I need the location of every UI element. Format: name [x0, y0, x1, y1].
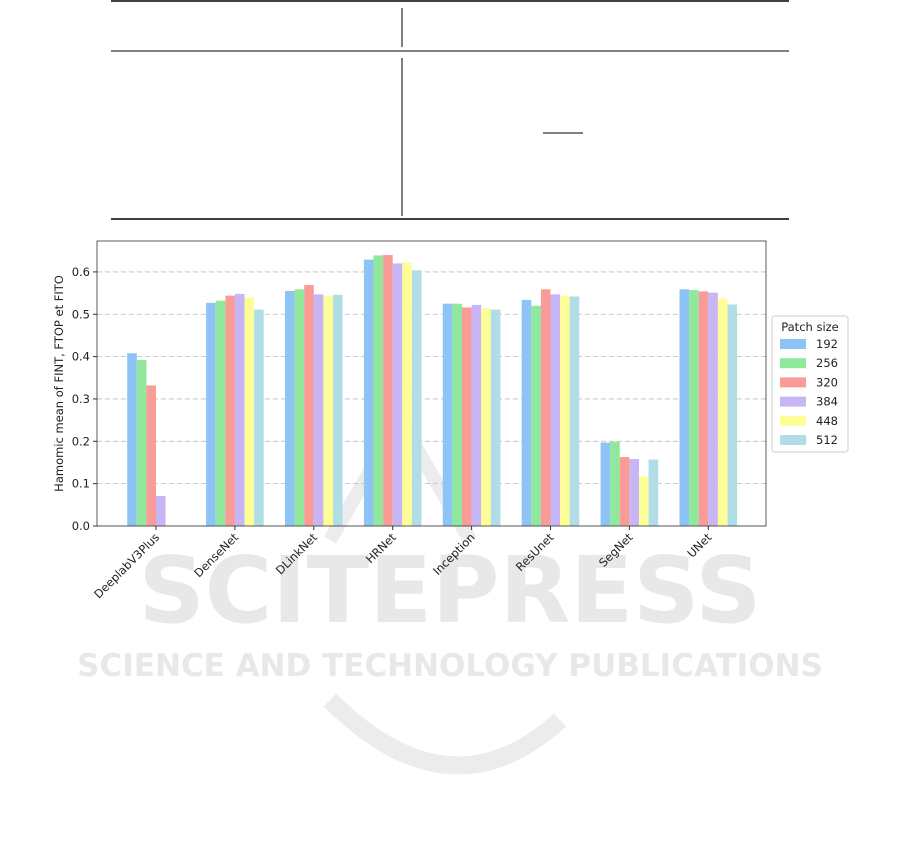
- bar: [383, 254, 393, 527]
- bar: [639, 476, 649, 526]
- legend-label: 256: [816, 356, 838, 370]
- y-tick-label: 0.0: [72, 519, 90, 533]
- bar: [531, 305, 541, 526]
- bar: [146, 385, 156, 526]
- y-tick-label: 0.4: [72, 350, 90, 364]
- legend-label: 192: [816, 337, 838, 351]
- bar: [452, 303, 462, 526]
- bar: [392, 263, 403, 526]
- legend-swatch: [780, 339, 806, 349]
- plot-frame: [96, 240, 767, 527]
- legend-swatch: [780, 435, 806, 445]
- legend-swatch: [780, 415, 806, 426]
- bar: [610, 441, 620, 526]
- bar: [363, 259, 374, 526]
- watermark-shape: [323, 693, 567, 775]
- bar: [689, 290, 699, 526]
- legend-label: 384: [816, 395, 838, 409]
- bar: [313, 294, 324, 526]
- legend-title: Patch size: [781, 320, 839, 334]
- bar: [442, 303, 453, 526]
- legend-label: 448: [816, 414, 838, 428]
- y-tick-label: 0.2: [72, 434, 90, 448]
- bar: [569, 296, 580, 526]
- y-axis-label: Hamomic mean of FINT, FTOP et FITO: [52, 275, 66, 492]
- y-tick-label: 0.6: [72, 265, 90, 279]
- bar: [294, 289, 305, 526]
- y-tick-label: 0.5: [72, 307, 90, 321]
- bar: [285, 290, 295, 526]
- bar: [373, 255, 384, 526]
- bar: [471, 304, 482, 526]
- bar: [462, 307, 472, 526]
- bar: [708, 292, 718, 526]
- legend-label: 320: [816, 375, 838, 389]
- bar: [698, 291, 709, 526]
- bar: [234, 293, 245, 526]
- bar: [540, 289, 551, 526]
- bar: [490, 309, 501, 526]
- legend-swatch: [780, 377, 806, 388]
- bar: [304, 285, 314, 526]
- bar: [206, 302, 216, 526]
- bar: [244, 297, 255, 526]
- bar: [629, 459, 639, 526]
- bar: [619, 456, 630, 526]
- bar: [127, 353, 137, 526]
- bar: [550, 294, 561, 526]
- bar: [402, 262, 412, 526]
- bar: [600, 442, 611, 526]
- bar: [254, 309, 264, 526]
- bar: [136, 359, 147, 526]
- bar: [521, 299, 532, 526]
- y-tick-label: 0.1: [72, 477, 90, 491]
- y-tick-label: 0.3: [72, 392, 90, 406]
- bar: [481, 308, 491, 526]
- legend-swatch: [780, 396, 806, 407]
- bar: [411, 270, 422, 526]
- bar: [323, 296, 333, 526]
- bar: [648, 459, 659, 526]
- legend-swatch: [780, 358, 806, 369]
- bar: [727, 304, 738, 526]
- bar: [215, 300, 226, 526]
- bar: [679, 289, 690, 526]
- watermark-title: SCITEPRESS: [138, 537, 761, 644]
- watermark-subtitle: SCIENCE AND TECHNOLOGY PUBLICATIONS: [77, 648, 823, 684]
- bar: [225, 295, 235, 526]
- bar: [333, 294, 343, 526]
- bar: [156, 495, 166, 526]
- bar: [717, 298, 728, 526]
- legend-label: 512: [816, 433, 838, 447]
- bar: [560, 295, 570, 526]
